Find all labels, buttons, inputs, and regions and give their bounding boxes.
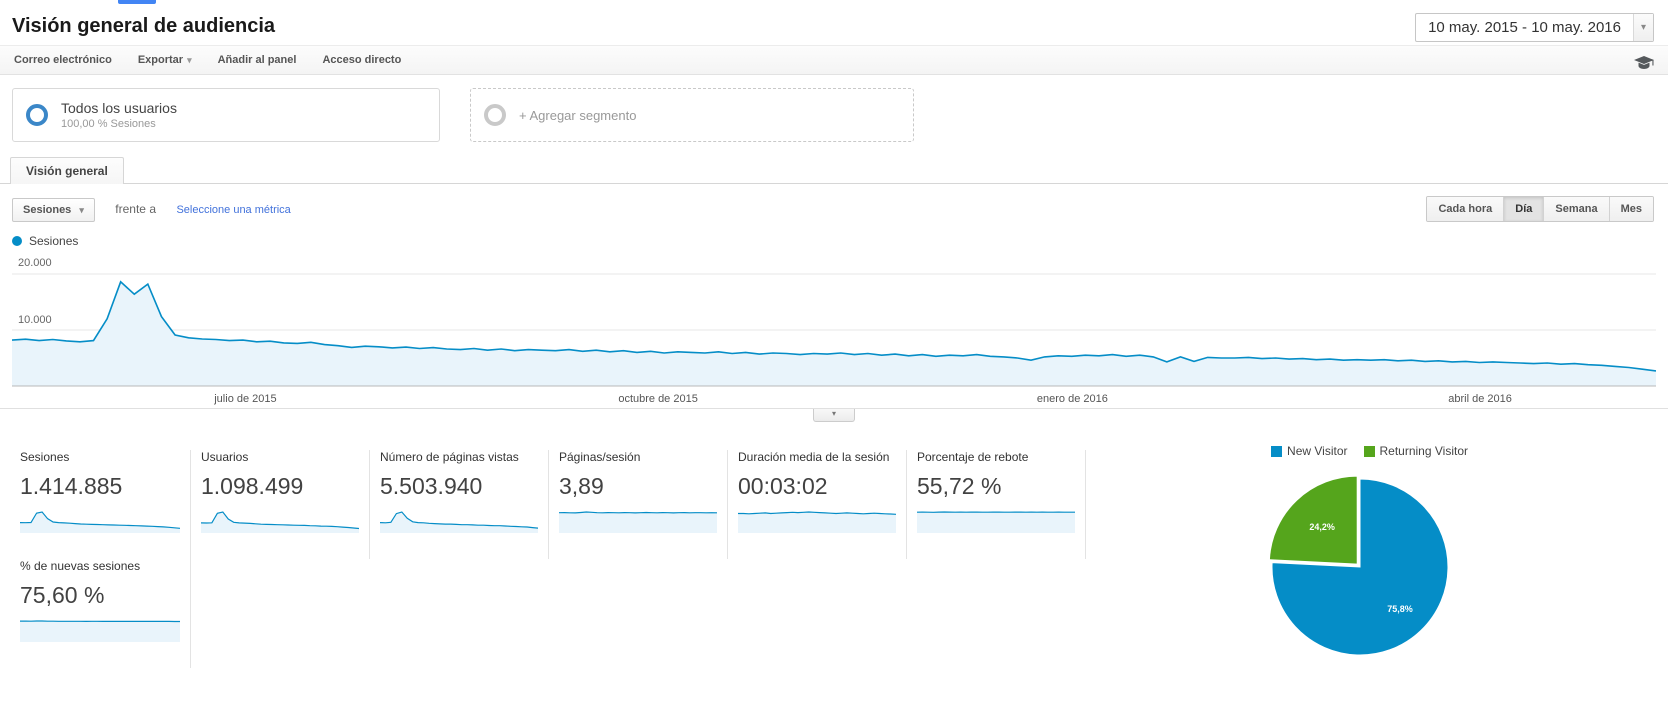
metrics-section: Sesiones 1.414.885 Usuarios 1.098.499 Nú… — [0, 422, 1668, 668]
metric-value: 3,89 — [559, 473, 604, 499]
metric-value: 00:03:02 — [738, 473, 828, 499]
metric-sparkline — [738, 511, 896, 533]
chevron-down-icon: ▾ — [79, 204, 84, 215]
metric-sparkline — [917, 511, 1075, 533]
sessions-legend-label: Sesiones — [29, 234, 79, 248]
metric-value: 1.414.885 — [20, 473, 123, 499]
granularity-week-button[interactable]: Semana — [1543, 197, 1609, 221]
y-axis-label: 20.000 — [18, 257, 52, 269]
date-range-text: 10 may. 2015 - 10 may. 2016 — [1428, 19, 1621, 36]
metric-card-pageviews: Número de páginas vistas 5.503.940 — [370, 450, 549, 559]
metric-label: Sesiones — [20, 450, 70, 464]
vs-label: frente a — [115, 202, 156, 216]
granularity-day-button[interactable]: Día — [1503, 197, 1544, 221]
metric-card-bounce-rate: Porcentaje de rebote 55,72 % — [907, 450, 1086, 559]
select-metric-link[interactable]: Seleccione una métrica — [176, 204, 291, 216]
add-segment-label: + Agregar segmento — [519, 107, 637, 123]
metric-value: 75,60 % — [20, 582, 105, 608]
segment-subtitle: 100,00 % Sesiones — [61, 118, 156, 130]
segments-section: Todos los usuarios 100,00 % Sesiones + A… — [0, 75, 1634, 156]
metrics-grid: Sesiones 1.414.885 Usuarios 1.098.499 Nú… — [12, 450, 1092, 668]
pie-legend: New Visitor Returning Visitor — [1252, 444, 1468, 458]
metric-card-new-sessions: % de nuevas sesiones 75,60 % — [12, 559, 191, 668]
pie-legend-returning-visitor: Returning Visitor — [1363, 444, 1469, 458]
visitor-type-pie-chart: 75,8% 24,2% — [1268, 475, 1449, 656]
metric-sparkline — [559, 511, 717, 533]
top-strip — [0, 0, 1668, 6]
metric-sparkline — [20, 620, 180, 642]
metric-card-avg-session-duration: Duración media de la sesión 00:03:02 — [728, 450, 907, 559]
segment-ring-icon — [26, 104, 48, 126]
x-axis-label: octubre de 2015 — [618, 393, 698, 405]
metric-sparkline — [20, 511, 180, 533]
metric-label: Duración media de la sesión — [738, 450, 890, 464]
export-button[interactable]: Exportar ▾ — [137, 54, 192, 66]
intelligence-icon[interactable] — [1634, 53, 1654, 81]
sessions-legend-dot — [12, 236, 22, 246]
segment-ring-icon-grey — [484, 104, 506, 126]
action-toolbar: Correo electrónico Exportar ▾ Añadir al pan… — [0, 45, 1668, 75]
chevron-down-icon: ▾ — [187, 55, 192, 65]
pie-legend-new-visitor: New Visitor — [1271, 444, 1348, 458]
add-segment-button[interactable]: + Agregar segmento — [470, 88, 914, 142]
email-button[interactable]: Correo electrónico — [14, 54, 112, 66]
chart-controls: Sesiones ▾ frente a Seleccione una métri… — [0, 194, 1668, 234]
tab-overview[interactable]: Visión general — [10, 157, 124, 186]
pie-legend-label: Returning Visitor — [1379, 444, 1469, 458]
date-range-selector[interactable]: 10 may. 2015 - 10 may. 2016 ▾ — [1415, 13, 1654, 42]
metric-sparkline — [380, 511, 538, 533]
browser-accent-bar — [118, 0, 156, 4]
add-to-dashboard-button[interactable]: Añadir al panel — [217, 54, 297, 66]
segment-all-users[interactable]: Todos los usuarios 100,00 % Sesiones — [12, 88, 440, 142]
chevron-down-icon[interactable]: ▾ — [1632, 14, 1653, 41]
y-axis-label: 10.000 — [18, 314, 52, 326]
granularity-hourly-button[interactable]: Cada hora — [1427, 197, 1504, 221]
x-axis: julio de 2015 octubre de 2015 enero de 2… — [12, 391, 1656, 408]
chart-collapse-button[interactable]: ▾ — [813, 409, 855, 422]
metric-label: % de nuevas sesiones — [20, 559, 141, 573]
panel-divider — [0, 408, 1668, 409]
shortcut-button[interactable]: Acceso directo — [322, 54, 402, 66]
metric-label: Páginas/sesión — [559, 450, 641, 464]
chart-panel: Sesiones ▾ frente a Seleccione una métri… — [0, 184, 1668, 422]
svg-text:75,8%: 75,8% — [1387, 604, 1413, 614]
x-axis-label: enero de 2016 — [1036, 393, 1108, 405]
metric-label: Usuarios — [201, 450, 249, 464]
returning-visitor-swatch-icon — [1363, 445, 1375, 457]
metric-value: 5.503.940 — [380, 473, 483, 499]
metric-value: 55,72 % — [917, 473, 1002, 499]
segment-all-users-text: Todos los usuarios 100,00 % Sesiones — [61, 100, 177, 130]
visitor-type-pie-block: New Visitor Returning Visitor 75,8% 24,2% — [1252, 444, 1468, 662]
pie-legend-label: New Visitor — [1287, 444, 1348, 458]
page-title: Visión general de audiencia — [12, 15, 276, 37]
metric-label: Porcentaje de rebote — [917, 450, 1029, 464]
x-axis-label: abril de 2016 — [1448, 393, 1512, 405]
sessions-line-chart — [11, 273, 1657, 387]
graduation-cap-icon — [1634, 56, 1654, 69]
chart-legend: Sesiones — [0, 234, 1668, 254]
metric-value: 1.098.499 — [201, 473, 304, 499]
segment-title: Todos los usuarios — [61, 100, 177, 116]
sessions-chart-area: 20.000 10.000 — [11, 254, 1657, 391]
header: Visión general de audiencia 10 may. 2015… — [0, 6, 1668, 45]
metric-sparkline — [201, 511, 359, 533]
granularity-month-button[interactable]: Mes — [1608, 197, 1653, 221]
granularity-button-group: Cada hora Día Semana Mes — [1426, 196, 1654, 222]
x-axis-label: julio de 2015 — [214, 393, 277, 405]
metric-selector-dropdown[interactable]: Sesiones ▾ — [12, 198, 95, 222]
metric-card-users: Usuarios 1.098.499 — [191, 450, 370, 559]
new-visitor-swatch-icon — [1271, 445, 1283, 457]
metric-selector-label: Sesiones — [23, 204, 72, 216]
metric-card-pages-per-session: Páginas/sesión 3,89 — [549, 450, 728, 559]
svg-text:24,2%: 24,2% — [1309, 522, 1335, 532]
metric-card-sessions: Sesiones 1.414.885 — [12, 450, 191, 559]
tab-bar: Visión general — [0, 156, 1668, 186]
metric-label: Número de páginas vistas — [380, 450, 519, 464]
